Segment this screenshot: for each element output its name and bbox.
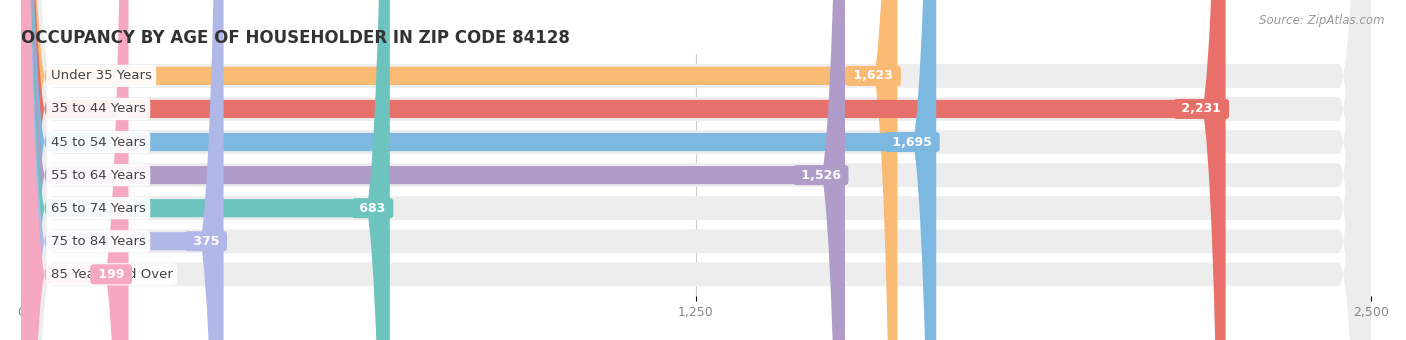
Text: 1,695: 1,695 xyxy=(889,136,936,149)
Text: 35 to 44 Years: 35 to 44 Years xyxy=(51,102,146,116)
FancyBboxPatch shape xyxy=(21,0,845,340)
Text: 65 to 74 Years: 65 to 74 Years xyxy=(51,202,146,215)
FancyBboxPatch shape xyxy=(21,0,1371,340)
Text: 375: 375 xyxy=(188,235,224,248)
FancyBboxPatch shape xyxy=(21,0,1371,340)
FancyBboxPatch shape xyxy=(21,0,1371,340)
FancyBboxPatch shape xyxy=(21,0,128,340)
Text: 199: 199 xyxy=(94,268,128,281)
Text: 85 Years and Over: 85 Years and Over xyxy=(51,268,173,281)
FancyBboxPatch shape xyxy=(21,0,1371,340)
Text: 1,526: 1,526 xyxy=(797,169,845,182)
FancyBboxPatch shape xyxy=(21,0,897,340)
Text: Under 35 Years: Under 35 Years xyxy=(51,69,152,82)
FancyBboxPatch shape xyxy=(21,0,1226,340)
FancyBboxPatch shape xyxy=(21,0,936,340)
Text: 45 to 54 Years: 45 to 54 Years xyxy=(51,136,146,149)
Text: OCCUPANCY BY AGE OF HOUSEHOLDER IN ZIP CODE 84128: OCCUPANCY BY AGE OF HOUSEHOLDER IN ZIP C… xyxy=(21,29,569,47)
Text: 1,623: 1,623 xyxy=(849,69,897,82)
Text: 683: 683 xyxy=(356,202,389,215)
FancyBboxPatch shape xyxy=(21,0,1371,340)
Text: Source: ZipAtlas.com: Source: ZipAtlas.com xyxy=(1260,14,1385,27)
FancyBboxPatch shape xyxy=(21,0,224,340)
FancyBboxPatch shape xyxy=(21,0,1371,340)
FancyBboxPatch shape xyxy=(21,0,1371,340)
Text: 75 to 84 Years: 75 to 84 Years xyxy=(51,235,146,248)
Text: 55 to 64 Years: 55 to 64 Years xyxy=(51,169,146,182)
Text: 2,231: 2,231 xyxy=(1177,102,1226,116)
FancyBboxPatch shape xyxy=(21,0,389,340)
